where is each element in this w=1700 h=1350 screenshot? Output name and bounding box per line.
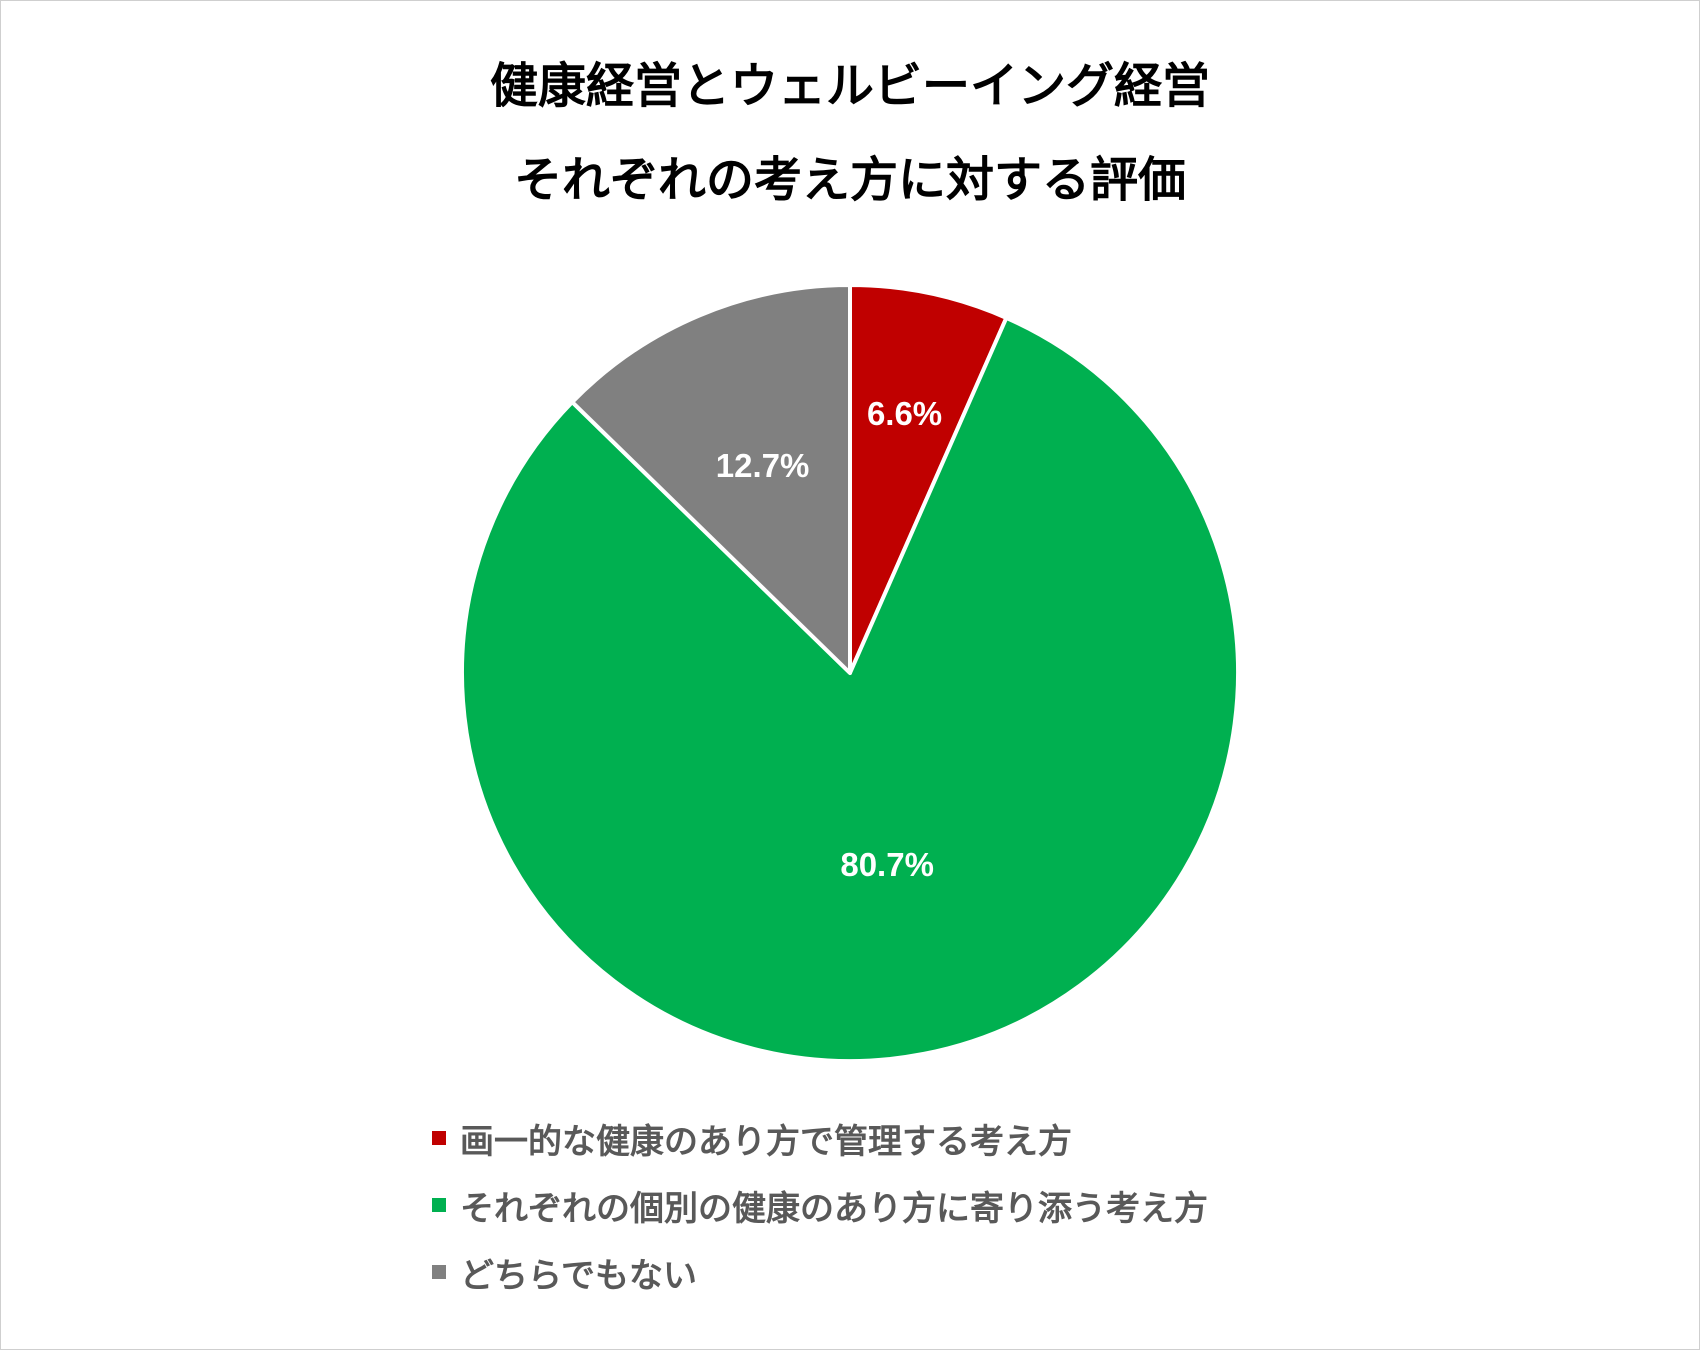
legend-swatch-0: [432, 1131, 446, 1145]
pie-data-label-0: 6.6%: [867, 395, 942, 432]
legend-swatch-1: [432, 1198, 446, 1212]
pie-slice-1: [460, 315, 1240, 1063]
legend-label-1: それぞれの個別の健康のあり方に寄り添う考え方: [460, 1188, 1208, 1229]
legend-label-2: どちらでもない: [460, 1255, 697, 1296]
chart-title-line-2: それぞれの考え方に対する評価: [513, 152, 1186, 208]
chart-title-line-1: 健康経営とウェルビーイング経営: [489, 58, 1210, 114]
legend-item-0: 画一的な健康のあり方で管理する考え方: [432, 1116, 1072, 1162]
legend-label-0: 画一的な健康のあり方で管理する考え方: [460, 1121, 1072, 1162]
pie-slice-0: [848, 283, 1009, 675]
legend-item-2: どちらでもない: [432, 1250, 697, 1296]
legend-item-1: それぞれの個別の健康のあり方に寄り添う考え方: [432, 1183, 1208, 1229]
legend-swatch-2: [432, 1265, 446, 1279]
pie-data-label-1: 80.7%: [840, 846, 934, 883]
pie-data-label-2: 12.7%: [716, 447, 810, 484]
pie-slice-2: [570, 283, 852, 675]
